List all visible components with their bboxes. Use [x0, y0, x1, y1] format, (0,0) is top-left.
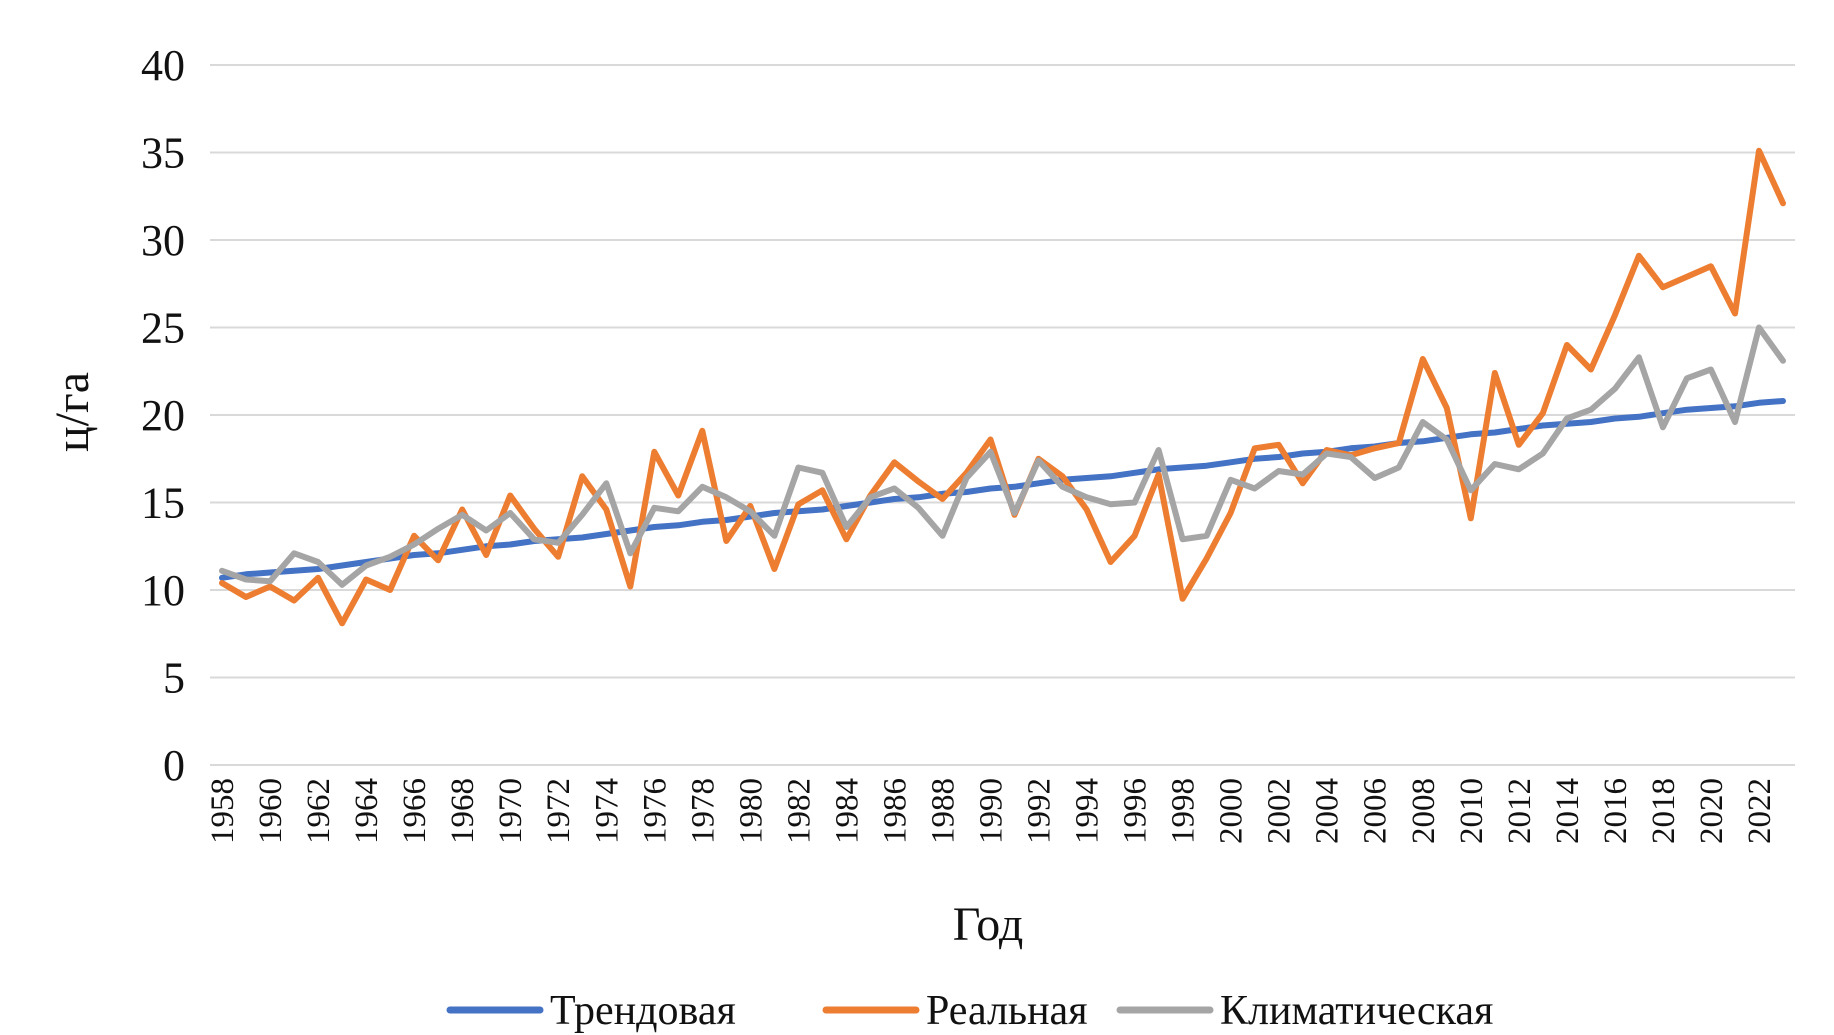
x-tick-label-2020: 2020	[1694, 778, 1730, 844]
legend-label-0: Трендовая	[550, 988, 736, 1034]
y-tick-label-30: 30	[141, 216, 185, 265]
series-2-group	[219, 324, 1786, 588]
x-tick-label-1974: 1974	[589, 778, 625, 844]
x-tick-label-2022: 2022	[1742, 778, 1778, 844]
x-tick-label-1972: 1972	[541, 778, 577, 844]
x-tick-label-1998: 1998	[1166, 778, 1202, 844]
x-tick-label-1992: 1992	[1022, 778, 1058, 844]
series-lines	[219, 147, 1786, 627]
x-tick-label-2018: 2018	[1646, 778, 1682, 844]
x-tick-label-1978: 1978	[685, 778, 721, 844]
x-tick-label-1962: 1962	[301, 778, 337, 844]
y-axis-ticks: 0 5 10 15 20 25 30 35 40	[141, 41, 185, 790]
x-tick-label-1958: 1958	[205, 778, 241, 844]
x-tick-label-1966: 1966	[397, 778, 433, 844]
legend: Трендовая Реальная Климатическая	[446, 988, 1493, 1034]
x-tick-label-1984: 1984	[829, 778, 865, 844]
x-tick-label-2008: 2008	[1406, 778, 1442, 844]
x-tick-label-1986: 1986	[877, 778, 913, 844]
x-tick-label-1996: 1996	[1118, 778, 1154, 844]
x-tick-label-2010: 2010	[1454, 778, 1490, 844]
y-axis-title: ц/га	[46, 372, 99, 452]
series-2-line	[219, 324, 1786, 588]
x-tick-label-2012: 2012	[1502, 778, 1538, 844]
x-tick-label-2016: 2016	[1598, 778, 1634, 844]
x-tick-label-2000: 2000	[1214, 778, 1250, 844]
y-tick-label-15: 15	[141, 479, 185, 528]
x-tick-label-1960: 1960	[253, 778, 289, 844]
x-tick-label-1970: 1970	[493, 778, 529, 844]
x-tick-label-2014: 2014	[1550, 778, 1586, 844]
x-axis-ticks: 1958 1960 1962 1964 1966 1968 1970 1972 1974 1976…	[205, 778, 1778, 844]
legend-label-1: Реальная	[926, 988, 1088, 1034]
legend-label-2: Климатическая	[1220, 988, 1493, 1034]
x-tick-label-1968: 1968	[445, 778, 481, 844]
x-tick-label-1980: 1980	[733, 778, 769, 844]
y-tick-label-20: 20	[141, 391, 185, 440]
y-tick-label-10: 10	[141, 566, 185, 615]
gridlines	[210, 64, 1795, 766]
y-tick-label-35: 35	[141, 129, 185, 178]
y-tick-label-5: 5	[163, 654, 185, 703]
y-tick-label-25: 25	[141, 304, 185, 353]
x-tick-label-1976: 1976	[637, 778, 673, 844]
x-tick-label-1964: 1964	[349, 778, 385, 844]
x-tick-label-1994: 1994	[1070, 778, 1106, 844]
x-axis-title: Год	[953, 898, 1024, 951]
y-tick-label-40: 40	[141, 41, 185, 90]
x-tick-label-2004: 2004	[1310, 778, 1346, 844]
x-tick-label-1982: 1982	[781, 778, 817, 844]
x-tick-label-1990: 1990	[973, 778, 1009, 844]
x-tick-label-2002: 2002	[1262, 778, 1298, 844]
x-tick-label-1988: 1988	[925, 778, 961, 844]
x-tick-label-2006: 2006	[1358, 778, 1394, 844]
y-tick-label-0: 0	[163, 741, 185, 790]
